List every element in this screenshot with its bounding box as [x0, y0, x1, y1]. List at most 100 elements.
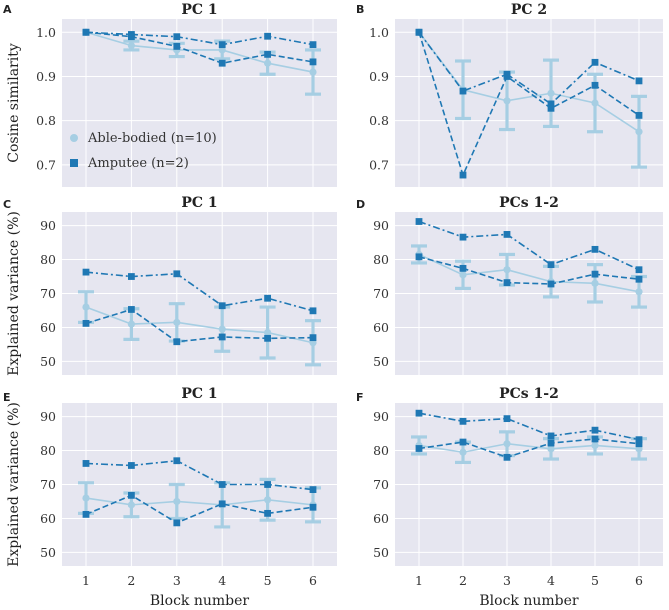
ytick-label: 90 — [40, 218, 56, 233]
amputee-point — [82, 319, 90, 327]
able-bodied-point — [127, 501, 135, 509]
panel-title: PC 1 — [181, 2, 217, 18]
ytick-label: 70 — [40, 286, 56, 301]
amputee-point — [264, 294, 271, 302]
ytick-label: 0.8 — [36, 113, 56, 128]
plot-area — [395, 19, 663, 187]
amputee-line-dashed — [85, 31, 314, 65]
amputee-line-dashdot — [418, 31, 640, 105]
plot-area — [62, 19, 337, 187]
xtick-label: 2 — [127, 573, 135, 588]
able-bodied-point — [503, 266, 511, 274]
panel-letter: D — [356, 198, 365, 211]
legend-marker-circle — [70, 134, 78, 142]
able-bodied-line — [418, 253, 640, 293]
amputee-line-dashdot — [85, 31, 314, 46]
panel-letter: F — [356, 391, 364, 404]
amputee-point — [415, 445, 423, 452]
xtick-label: 1 — [82, 573, 90, 588]
able-bodied-point — [127, 41, 135, 50]
able-bodied-point — [635, 288, 643, 296]
xtick-label: 1 — [415, 573, 423, 588]
amputee-point — [591, 426, 599, 434]
amputee-point — [415, 253, 423, 261]
ytick-label: 80 — [40, 252, 56, 267]
amputee-point — [547, 432, 555, 440]
panel-letter: A — [3, 3, 12, 16]
amputee-point — [459, 87, 467, 95]
able-bodied-point — [547, 89, 555, 97]
able-bodied-line — [85, 31, 314, 73]
able-bodied-point — [264, 328, 272, 337]
ytick-label: 70 — [373, 477, 389, 492]
amputee-point — [591, 270, 599, 278]
amputee-point — [218, 481, 226, 488]
panel-letter: B — [356, 3, 364, 16]
ytick-label: 60 — [40, 511, 56, 526]
ytick-label: 0.9 — [369, 69, 389, 84]
amputee-point — [459, 264, 467, 272]
able-bodied-point — [635, 128, 643, 136]
amputee-point — [459, 438, 467, 446]
ytick-label: 80 — [373, 252, 389, 267]
amputee-point — [547, 280, 555, 288]
able-bodied-line — [85, 306, 314, 344]
amputee-point — [82, 268, 90, 276]
amputee-point — [503, 453, 511, 461]
amputee-point — [591, 81, 599, 89]
able-bodied-point — [459, 448, 467, 456]
amputee-line-dashdot — [85, 271, 314, 312]
panel-B: 0.7 0.8 0.9 1.0 PC 2 B — [356, 2, 663, 187]
panel-letter: E — [3, 391, 11, 404]
ytick-label: 90 — [373, 409, 389, 424]
ytick-label: 60 — [373, 320, 389, 335]
amputee-line-dashed — [418, 438, 640, 459]
able-bodied-point — [218, 325, 226, 333]
amputee-point — [309, 58, 317, 66]
legend: Able-bodied (n=10) Amputee (n=2) — [70, 131, 217, 171]
amputee-point — [128, 273, 135, 280]
amputee-point — [173, 270, 181, 278]
able-bodied-point — [173, 497, 181, 506]
xtick-label: 6 — [309, 573, 317, 588]
amputee-line-dashdot — [418, 220, 640, 271]
amputee-point — [459, 171, 467, 179]
amputee-point — [173, 519, 181, 527]
y-axis-label: Explained variance (%) — [6, 211, 22, 376]
amputee-point — [459, 417, 467, 425]
able-bodied-point — [591, 279, 599, 287]
xtick-label: 5 — [264, 573, 272, 588]
amputee-point — [173, 338, 181, 346]
panel-title: PC 1 — [181, 195, 217, 211]
amputee-point — [591, 245, 599, 253]
y-axis-label: Explained variance (%) — [6, 402, 22, 567]
xtick-label: 4 — [218, 573, 226, 588]
amputee-point — [503, 415, 511, 423]
amputee-point — [635, 266, 643, 274]
panel-title: PC 2 — [511, 2, 547, 18]
ytick-label: 60 — [40, 320, 56, 335]
amputee-line-dashdot — [85, 459, 314, 491]
ytick-label: 70 — [373, 286, 389, 301]
xtick-label: 4 — [547, 573, 555, 588]
amputee-line-dashed — [85, 494, 314, 524]
able-bodied-point — [503, 440, 511, 448]
amputee-point — [415, 409, 423, 417]
amputee-point — [218, 333, 226, 341]
ytick-label: 50 — [373, 354, 389, 369]
amputee-point — [547, 439, 555, 447]
able-bodied-line — [85, 497, 314, 506]
x-axis-label: Block number — [479, 593, 579, 609]
amputee-point — [415, 218, 423, 225]
ytick-label: 60 — [373, 511, 389, 526]
amputee-point — [173, 43, 181, 50]
able-bodied-point — [127, 320, 135, 328]
xtick-label: 3 — [503, 573, 511, 588]
amputee-point — [591, 435, 599, 443]
amputee-line-dashed — [418, 256, 640, 285]
amputee-point — [264, 50, 271, 58]
amputee-point — [309, 41, 317, 49]
amputee-point — [635, 440, 643, 448]
able-bodied-point — [82, 494, 90, 502]
